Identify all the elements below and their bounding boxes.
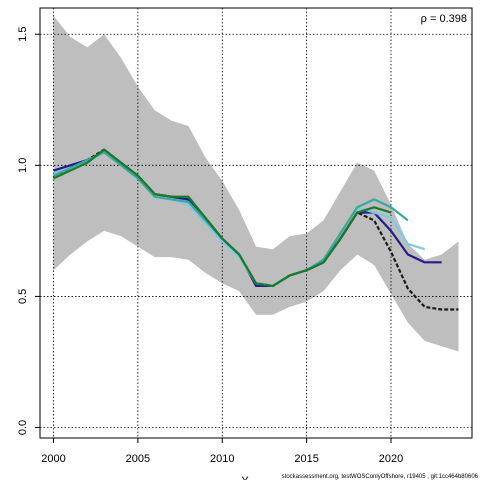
x-axis-title: Y (241, 475, 249, 480)
rho-label: ρ = 0.398 (421, 13, 467, 25)
x-tick-label: 2020 (379, 453, 403, 465)
y-tick-label: 1.5 (17, 27, 29, 42)
x-tick-label: 2010 (210, 453, 234, 465)
confidence-band-layer (53, 15, 459, 352)
y-tick-label: 0.5 (17, 289, 29, 304)
grid-layer (40, 8, 472, 438)
series-layer (53, 148, 459, 311)
y-tick-label: 0.0 (17, 420, 29, 435)
axis-layer: 2000 2005 2010 2015 2020 0.0 0.5 1.0 1.5 (17, 27, 403, 465)
series-line-s4 (53, 148, 392, 288)
confidence-band (53, 15, 459, 352)
y-tick-label: 1.0 (17, 158, 29, 173)
footer-label: stockassessment.org, testWOSConlyOffshor… (282, 474, 479, 480)
x-tick-label: 2005 (126, 453, 150, 465)
plot-frame (39, 7, 473, 439)
x-tick-label: 2000 (41, 453, 65, 465)
x-tick-label: 2015 (294, 453, 318, 465)
